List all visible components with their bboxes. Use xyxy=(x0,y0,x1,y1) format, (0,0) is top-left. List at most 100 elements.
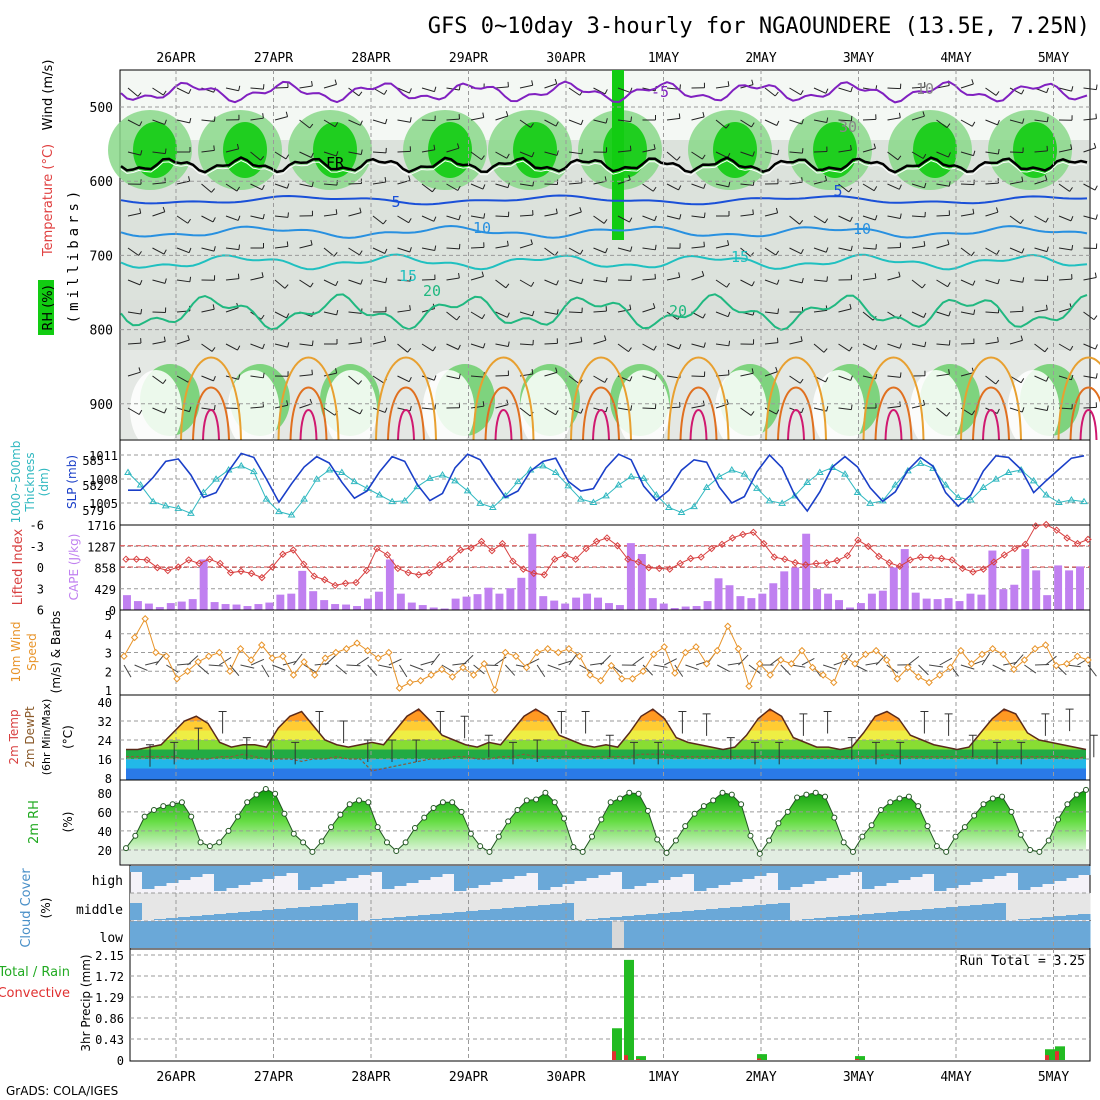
wind-speed-point xyxy=(363,646,372,655)
wind-barb xyxy=(323,279,336,287)
wind-barb-flag xyxy=(261,184,265,190)
cloud-level-low: low xyxy=(100,931,124,946)
surface-wind-barb xyxy=(272,664,286,671)
cloud-low-block xyxy=(322,921,335,948)
thickness-point xyxy=(941,481,950,488)
wind-barb xyxy=(1034,407,1048,411)
rh-point xyxy=(123,845,129,852)
isotherm-30 xyxy=(582,386,620,441)
rh-point xyxy=(449,799,456,806)
wind-barb-flag xyxy=(1095,214,1098,220)
wind-barb-flag xyxy=(481,271,484,277)
temp-band xyxy=(126,768,1086,778)
wind-barb xyxy=(152,247,165,255)
wind-barb-flag xyxy=(1021,407,1025,413)
wind-barb xyxy=(813,247,827,253)
wind-barb-flag xyxy=(409,88,412,94)
cloud-middle-block xyxy=(466,911,479,920)
credit-label: GrADS: COLA/IGES xyxy=(6,1084,118,1098)
rh-point xyxy=(495,833,502,840)
cloud-high-block xyxy=(1018,866,1031,890)
wind-barb-flag xyxy=(703,241,705,247)
wind-barb xyxy=(1083,406,1097,409)
wind-barb-flag xyxy=(801,277,804,284)
cape-bar xyxy=(254,604,263,610)
wind-barb xyxy=(691,343,705,348)
wind-barb-flag xyxy=(849,303,852,309)
cape-bar xyxy=(780,571,789,610)
thickness-point xyxy=(765,496,774,504)
wind-barb xyxy=(642,278,656,281)
lifted-index-point xyxy=(655,564,663,573)
wind-barb-flag xyxy=(211,347,216,352)
cloud-middle-block xyxy=(166,918,179,920)
surface-wind-barb xyxy=(1024,664,1037,674)
wind-barb xyxy=(838,375,851,381)
cloud-middle-block xyxy=(562,903,575,920)
wind-barb-flag xyxy=(457,344,461,350)
wind-barb xyxy=(936,311,950,317)
wind-barb-flag xyxy=(531,152,535,158)
wind-speed-point xyxy=(374,654,382,662)
cloud-high-block xyxy=(394,866,407,886)
isotherm-30 xyxy=(972,386,1010,441)
isotherm-20 xyxy=(120,293,1088,331)
cloud-high-block xyxy=(202,866,215,874)
wind-barb xyxy=(911,151,924,159)
wind-barb xyxy=(348,311,362,314)
cape-bar xyxy=(188,599,197,610)
wind-barb-flag xyxy=(630,116,633,122)
wind-barb-flag xyxy=(213,246,216,252)
lifted-index-point xyxy=(394,564,402,573)
lifted-index-point xyxy=(122,555,130,563)
cloud-middle-clear xyxy=(586,893,599,919)
wind-barb-flag xyxy=(1021,176,1024,182)
cloud-high-block xyxy=(226,866,239,888)
wind-speed-point xyxy=(300,658,308,666)
wind-barb-flag xyxy=(287,342,290,348)
cloud-middle-block xyxy=(202,915,215,920)
cape-bar xyxy=(933,599,942,610)
wind-barb xyxy=(936,214,950,217)
top-date-label: 27APR xyxy=(254,51,293,66)
lifted-index-point xyxy=(258,573,266,582)
cloud-low-block xyxy=(706,921,719,948)
wind-barb xyxy=(299,183,313,188)
cape-bar xyxy=(374,591,383,610)
surface-wind-barb xyxy=(939,657,953,666)
surface-wind-barb xyxy=(1045,655,1057,666)
wind-speed-point xyxy=(141,615,149,623)
wind-barb-flag xyxy=(482,343,486,349)
rh-dry-pocket xyxy=(715,370,767,450)
thickness-point xyxy=(715,472,724,480)
wind-barb xyxy=(740,407,752,416)
cloud-middle-clear xyxy=(550,893,563,904)
wind-speed-point xyxy=(575,652,584,660)
wind-speed-point xyxy=(491,686,499,694)
wind-barb xyxy=(1009,339,1023,345)
cloud-low-block xyxy=(934,921,947,948)
rh-point xyxy=(346,801,353,808)
thickness-point xyxy=(652,491,661,498)
cloud-middle-clear xyxy=(298,893,311,907)
wind-speed-point xyxy=(438,665,446,674)
cloud-low-block xyxy=(826,921,839,948)
bottom-date-label: 27APR xyxy=(254,1070,293,1085)
wind-barb-flag xyxy=(1069,187,1073,192)
precip-tick: 0 xyxy=(117,1054,124,1068)
cloud-middle-block xyxy=(226,913,239,920)
wind-barb xyxy=(519,279,532,287)
lifted-index-point xyxy=(268,563,277,571)
cloud-low-block xyxy=(670,921,683,948)
thickness-point xyxy=(992,475,1000,482)
cloud-middle-block xyxy=(346,903,359,920)
wind-barb xyxy=(1083,375,1097,379)
cloud-high-block xyxy=(334,866,347,881)
wind-barb xyxy=(789,247,802,255)
wind-barb xyxy=(519,84,533,89)
wind-barb xyxy=(152,211,165,217)
rh-point xyxy=(486,848,493,855)
wind-barb xyxy=(348,247,360,256)
li-tick: -6 xyxy=(30,519,44,533)
chart-title: GFS 0~10day 3-hourly for NGAOUNDERE (13.… xyxy=(428,14,1090,39)
